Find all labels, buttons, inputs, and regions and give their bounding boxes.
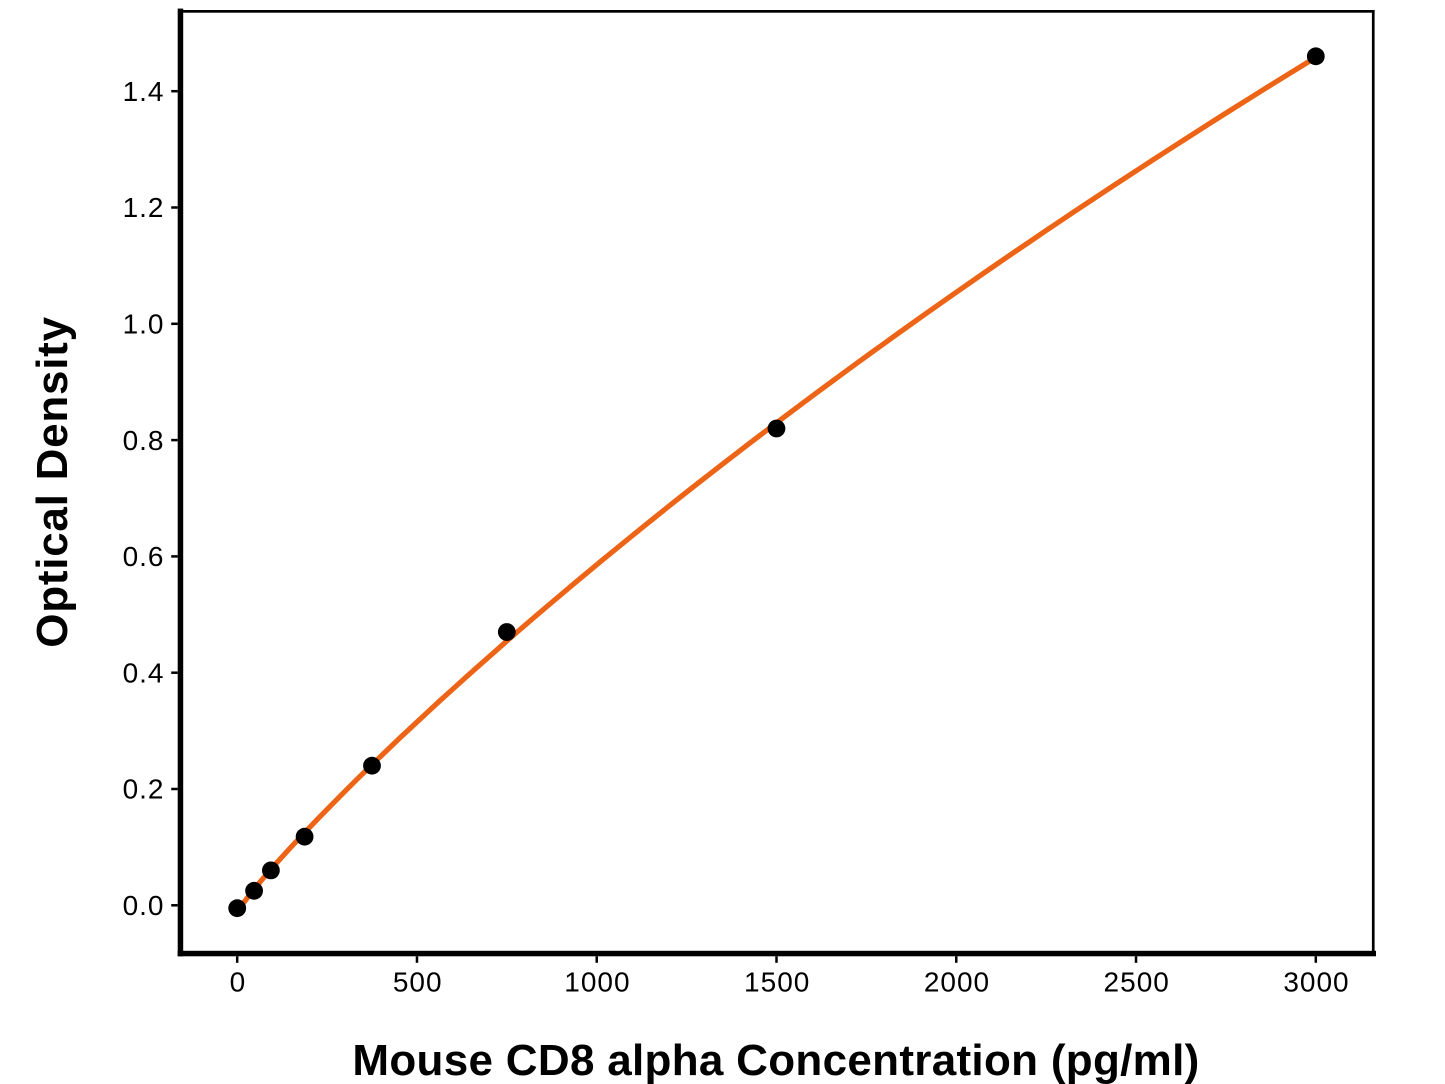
svg-text:Optical Density: Optical Density: [28, 316, 77, 648]
svg-text:0.6: 0.6: [123, 541, 165, 572]
svg-text:1.4: 1.4: [123, 76, 165, 107]
svg-text:1500: 1500: [744, 967, 810, 998]
svg-text:0.4: 0.4: [123, 657, 165, 688]
svg-text:2500: 2500: [1104, 967, 1170, 998]
svg-text:0.0: 0.0: [123, 890, 165, 921]
svg-text:Mouse CD8 alpha Concentration: Mouse CD8 alpha Concentration (pg/ml): [352, 1036, 1199, 1084]
svg-text:0: 0: [230, 967, 247, 998]
svg-text:1.2: 1.2: [123, 192, 165, 223]
svg-text:1000: 1000: [564, 967, 630, 998]
svg-text:0.8: 0.8: [123, 425, 165, 456]
svg-text:0.2: 0.2: [123, 774, 165, 805]
svg-text:2000: 2000: [924, 967, 990, 998]
svg-text:1.0: 1.0: [123, 308, 165, 339]
svg-text:3000: 3000: [1283, 967, 1349, 998]
svg-text:500: 500: [393, 967, 443, 998]
